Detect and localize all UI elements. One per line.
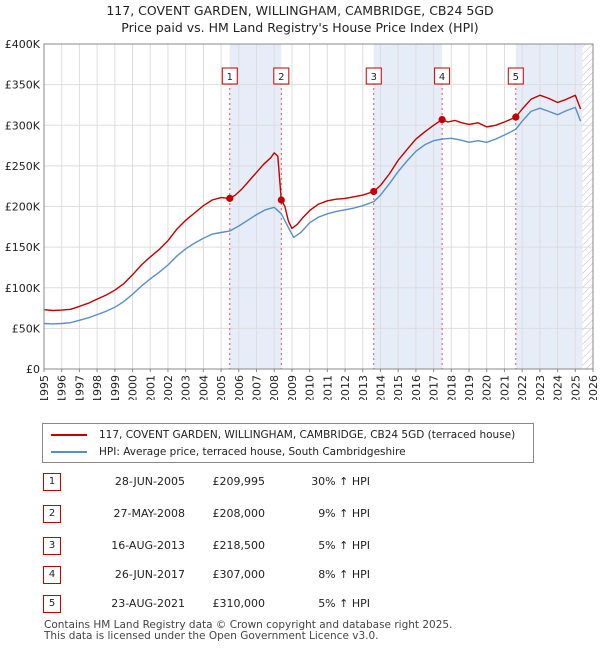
sale-box-4: [434, 67, 451, 85]
x-tick-label: 1995: [38, 375, 51, 400]
x-tick-label: 1998: [91, 375, 104, 400]
x-tick-label: 2012: [339, 375, 352, 400]
hpi-line: [43, 106, 582, 325]
legend: 117, COVENT GARDEN, WILLINGHAM, CAMBRIDG…: [42, 423, 534, 463]
sale-point-3: [370, 187, 378, 196]
footer-copyright: Contains HM Land Registry data © Crown c…: [44, 619, 453, 631]
chart-title: 117, COVENT GARDEN, WILLINGHAM, CAMBRIDG…: [0, 2, 600, 36]
sale-box-label-1: 1: [227, 72, 233, 83]
legend-item-property: 117, COVENT GARDEN, WILLINGHAM, CAMBRIDG…: [51, 427, 515, 443]
x-tick-label: 2010: [304, 375, 317, 400]
y-tick-label: £0: [26, 363, 40, 376]
x-tick-label: 2026: [587, 375, 600, 400]
sale-point-2: [277, 196, 285, 204]
sale-hpi-change: 9% ↑ HPI: [318, 507, 370, 520]
title-line-1: 117, COVENT GARDEN, WILLINGHAM, CAMBRIDG…: [106, 3, 494, 18]
sale-box-5: [507, 67, 524, 85]
x-tick-label: 2025: [569, 375, 582, 400]
y-tick-label: £350K: [5, 79, 41, 92]
sale-number: 5: [43, 595, 61, 613]
y-tick-label: £250K: [5, 160, 41, 173]
y-tick-label: £100K: [5, 282, 41, 295]
sale-number: 2: [43, 505, 61, 523]
sale-price: £218,500: [212, 539, 266, 552]
plot-frame: [43, 43, 594, 370]
price-chart: 1 2 3 4 5 £0 £50K £100K £150K £200K £250K £300K £35…: [5, 38, 600, 400]
x-tick-label: 2001: [144, 375, 157, 400]
legend-item-hpi: HPI: Average price, terraced house, Sout…: [51, 444, 406, 460]
footer: Contains HM Land Registry data © Crown c…: [44, 620, 452, 642]
y-tick-label: £150K: [5, 241, 41, 254]
x-tick-label: 2022: [516, 375, 529, 400]
sale-box-label-5: 5: [513, 72, 519, 83]
y-tick-label: £300K: [5, 119, 41, 132]
x-tick-label: 2009: [286, 375, 299, 400]
x-tick-label: 2024: [552, 375, 565, 400]
sale-box-label-3: 3: [371, 72, 377, 83]
sale-box-2: [273, 67, 290, 85]
x-tick-label: 2000: [127, 375, 140, 400]
legend-swatch-hpi: [51, 451, 87, 453]
legend-label-hpi: HPI: Average price, terraced house, Sout…: [99, 446, 406, 458]
sale-box-label-2: 2: [278, 72, 284, 83]
sale-price: £307,000: [212, 568, 266, 581]
sale-date: 27-MAY-2008: [113, 507, 185, 520]
x-tick-label: 1996: [56, 375, 69, 400]
x-tick-label: 2007: [251, 375, 264, 400]
sale-point-5: [512, 113, 520, 121]
sale-box-3: [365, 67, 382, 85]
x-tick-label: 2005: [215, 375, 228, 400]
x-tick-label: 2023: [534, 375, 547, 400]
x-tick-label: 1999: [109, 375, 122, 400]
legend-swatch-property: [51, 434, 87, 436]
sale-point-1: [226, 194, 234, 202]
x-tick-label: 2015: [392, 375, 405, 400]
sale-row-1: 1 28-JUN-2005 £209,995 30% ↑ HPI: [0, 473, 600, 491]
sale-box-label-4: 4: [439, 72, 445, 83]
sale-number: 4: [43, 566, 61, 584]
sale-number: 3: [43, 537, 61, 555]
x-tick-label: 2016: [410, 375, 423, 400]
sale-hpi-change: 30% ↑ HPI: [311, 475, 370, 488]
x-tick-label: 2008: [268, 375, 281, 400]
property-price-line: [43, 94, 582, 312]
x-tick-label: 2020: [481, 375, 494, 400]
sale-box-1: [221, 67, 238, 85]
x-tick-label: 2018: [445, 375, 458, 400]
legend-label-property: 117, COVENT GARDEN, WILLINGHAM, CAMBRIDG…: [99, 429, 516, 441]
sale-row-3: 3 16-AUG-2013 £218,500 5% ↑ HPI: [0, 537, 600, 555]
x-tick-label: 1997: [73, 375, 86, 400]
sale-price: £209,995: [212, 475, 266, 488]
x-tick-label: 2004: [197, 375, 210, 400]
x-tick-label: 2011: [321, 375, 334, 400]
footer-licence: This data is licensed under the Open Gov…: [44, 630, 379, 642]
sale-hpi-change: 5% ↑ HPI: [318, 597, 370, 610]
x-tick-label: 2003: [180, 375, 193, 400]
sale-hpi-change: 8% ↑ HPI: [318, 568, 370, 581]
x-tick-label: 2021: [498, 375, 511, 400]
x-tick-label: 2019: [463, 375, 476, 400]
sale-date: 26-JUN-2017: [114, 568, 185, 581]
sale-price: £310,000: [212, 597, 266, 610]
sale-date: 23-AUG-2021: [111, 597, 185, 610]
sale-row-4: 4 26-JUN-2017 £307,000 8% ↑ HPI: [0, 566, 600, 584]
sale-row-2: 2 27-MAY-2008 £208,000 9% ↑ HPI: [0, 505, 600, 523]
x-tick-label: 2014: [374, 375, 387, 400]
x-tick-label: 2002: [162, 375, 175, 400]
sale-price: £208,000: [212, 507, 266, 520]
y-tick-label: £200K: [5, 201, 41, 214]
sale-date: 28-JUN-2005: [114, 475, 185, 488]
x-tick-label: 2013: [357, 375, 370, 400]
sale-hpi-change: 5% ↑ HPI: [318, 539, 370, 552]
sale-date: 16-AUG-2013: [111, 539, 185, 552]
x-tick-label: 2006: [233, 375, 246, 400]
title-line-2: Price paid vs. HM Land Registry's House …: [121, 20, 479, 35]
sale-point-4: [438, 115, 446, 124]
sale-row-5: 5 23-AUG-2021 £310,000 5% ↑ HPI: [0, 595, 600, 613]
y-tick-label: £400K: [5, 38, 41, 51]
x-tick-label: 2017: [428, 375, 441, 400]
sale-number: 1: [43, 473, 61, 491]
y-tick-label: £50K: [12, 322, 41, 335]
